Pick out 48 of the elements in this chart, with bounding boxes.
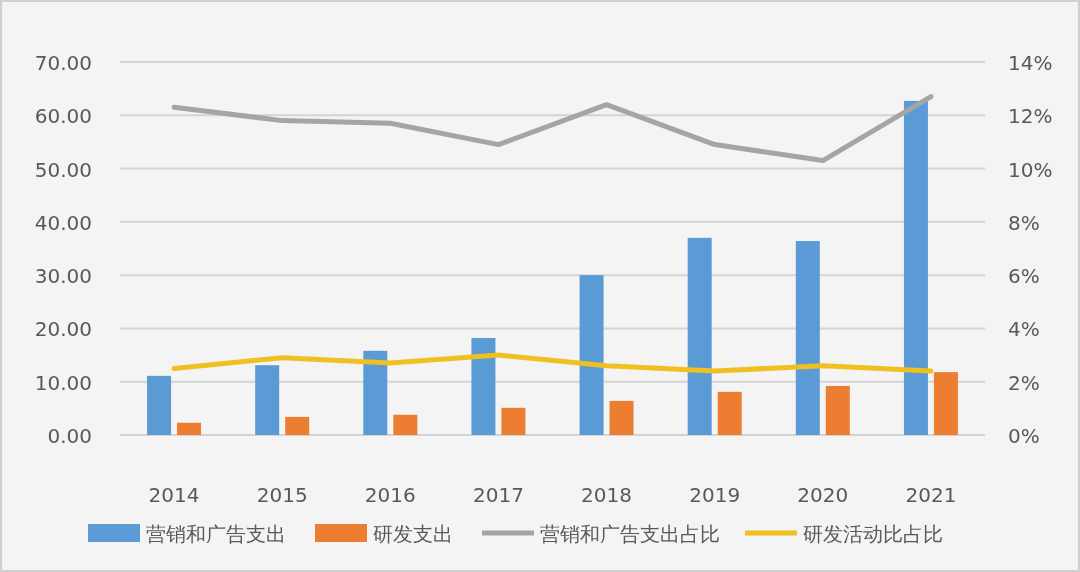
legend-营销和广告支出: 营销和广告支出 — [88, 522, 286, 546]
y2-tick-label: 4% — [1008, 317, 1040, 342]
x-tick-label: 2021 — [905, 483, 957, 507]
bar — [687, 237, 712, 435]
bar — [579, 275, 604, 435]
legend-研发支出: 研发支出 — [315, 522, 453, 546]
y2-tick-label: 14% — [1008, 51, 1053, 75]
legend-label: 营销和广告支出占比 — [540, 522, 720, 546]
y-tick-label: 20.00 — [34, 317, 92, 342]
y-tick-label: 40.00 — [34, 210, 92, 235]
legend-营销和广告支出占比: 营销和广告支出占比 — [482, 522, 720, 546]
y-tick-label: 50.00 — [34, 157, 92, 182]
bar — [255, 365, 280, 435]
y2-tick-label: 12% — [1008, 104, 1053, 129]
y2-tick-label: 0% — [1008, 424, 1040, 448]
legend-研发活动比占比: 研发活动比占比 — [745, 522, 943, 546]
bar — [825, 385, 850, 435]
bar — [393, 414, 418, 435]
bar — [795, 241, 820, 435]
bar — [177, 422, 202, 435]
x-tick-label: 2019 — [689, 483, 741, 507]
x-tick-label: 2016 — [364, 483, 416, 507]
y2-tick-label: 6% — [1008, 264, 1040, 289]
legend-label: 研发活动比占比 — [803, 522, 943, 546]
bar — [717, 391, 742, 435]
bar — [903, 100, 928, 435]
y-tick-label: 10.00 — [34, 370, 92, 395]
x-tick-label: 2017 — [472, 483, 524, 507]
bar — [147, 375, 172, 435]
y2-tick-label: 10% — [1008, 157, 1053, 182]
y-tick-label: 70.00 — [34, 51, 92, 75]
x-tick-label: 2020 — [797, 483, 849, 507]
y-tick-label: 0.00 — [47, 424, 92, 448]
y2-tick-label: 2% — [1008, 370, 1040, 395]
x-tick-label: 2014 — [148, 483, 200, 507]
y-tick-label: 30.00 — [34, 264, 92, 289]
bar — [471, 338, 496, 435]
bar — [609, 400, 634, 435]
y2-tick-label: 8% — [1008, 210, 1040, 235]
legend-label: 营销和广告支出 — [146, 522, 286, 546]
legend-label: 研发支出 — [373, 522, 453, 546]
bar — [363, 350, 388, 435]
bar — [501, 407, 526, 435]
x-tick-label: 2015 — [256, 483, 308, 507]
x-tick-label: 2018 — [581, 483, 633, 507]
bar — [933, 372, 958, 435]
bar — [285, 416, 310, 435]
y-tick-label: 60.00 — [34, 104, 92, 129]
